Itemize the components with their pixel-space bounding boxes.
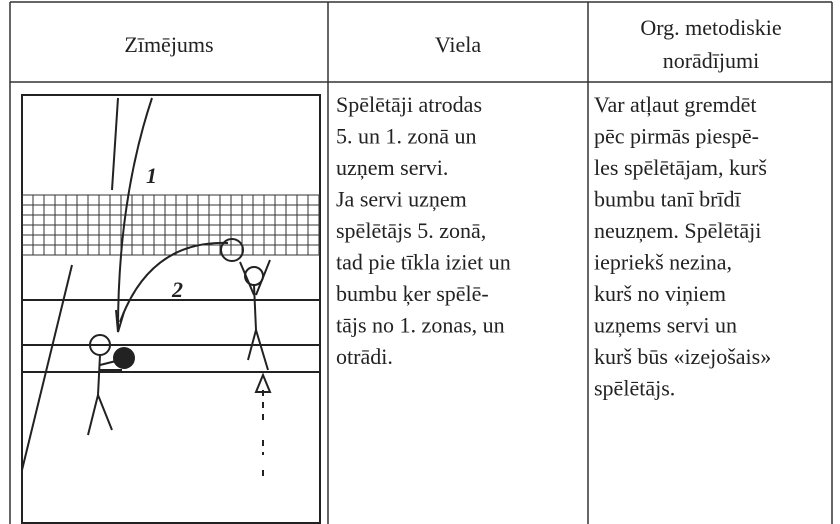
- column-header: Zīmējums: [124, 32, 213, 57]
- table-grid: [9, 1, 833, 524]
- column-header: Org. metodiskie: [640, 15, 781, 40]
- notes-line: Var atļaut gremdēt: [594, 92, 757, 117]
- trajectory-label: 2: [171, 277, 183, 302]
- viela-line: 5. un 1. zonā un: [336, 124, 477, 149]
- viela-line: otrādi.: [336, 344, 393, 369]
- notes-line: pēc pirmās piespē-: [594, 124, 759, 149]
- notes-line: kurš būs «izejošais»: [594, 344, 771, 369]
- viela-line: bumbu ķer spēlē-: [336, 281, 489, 306]
- notes-line: bumbu tanī brīdī: [594, 187, 742, 212]
- column-header: Viela: [435, 32, 482, 57]
- viela-line: Ja servi uzņem: [336, 187, 467, 212]
- net: [21, 194, 320, 256]
- notes-line: uzņems servi un: [594, 313, 737, 338]
- column-header: norādījumi: [663, 48, 760, 73]
- trajectory-label: 1: [146, 163, 157, 188]
- volleyball-sketch: 1 2: [21, 94, 321, 524]
- viela-line: tad pie tīkla iziet un: [336, 250, 511, 275]
- viela-line: uzņem servi.: [336, 155, 448, 180]
- notes-line: les spēlētājam, kurš: [594, 155, 767, 180]
- notes-line: iepriekš nezina,: [594, 250, 732, 275]
- notes-line: neuzņem. Spēlētāji: [594, 218, 761, 243]
- notes-line: kurš no viņiem: [594, 281, 726, 306]
- viela-line: Spēlētāji atrodas: [336, 92, 482, 117]
- viela-line: tājs no 1. zonas, un: [336, 313, 505, 338]
- viela-line: spēlētājs 5. zonā,: [336, 218, 486, 243]
- notes-line: spēlētājs.: [594, 376, 675, 401]
